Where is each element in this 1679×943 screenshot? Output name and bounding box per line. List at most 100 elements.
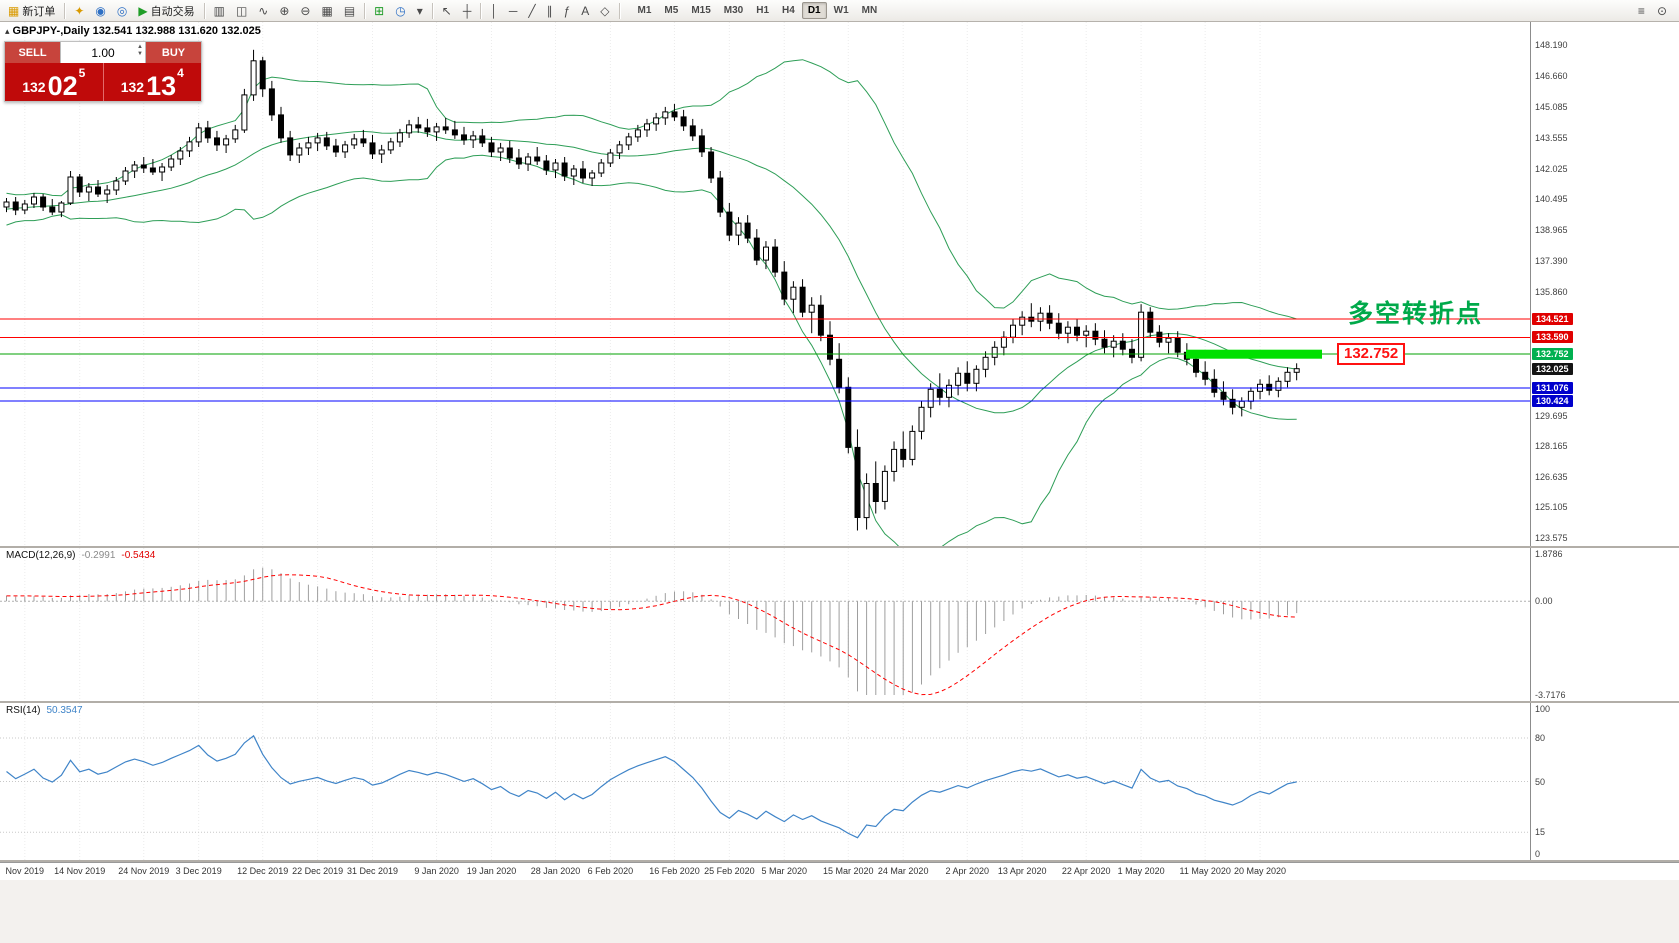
rsi-axis[interactable]: 100 80 50 15 0 [1530, 703, 1679, 860]
candle [772, 239, 779, 278]
candle [287, 130, 294, 161]
profiles-icon[interactable]: ◉ [90, 2, 110, 20]
main-chart-pane: ▴ GBPJPY-,Daily 132.541 132.988 131.620 1… [0, 22, 1679, 546]
volume-down-icon[interactable]: ▼ [137, 51, 143, 58]
crosshair-icon[interactable]: ┼ [458, 2, 477, 20]
volume-stepper[interactable]: 1.00 ▲ ▼ [60, 42, 146, 63]
timeframe-h4[interactable]: H4 [782, 5, 795, 16]
date-label: 31 Dec 2019 [346, 866, 399, 876]
toolbar-separator [364, 2, 366, 19]
chart-title: ▴ GBPJPY-,Daily 132.541 132.988 131.620 1… [5, 25, 261, 37]
rsi-canvas[interactable] [0, 703, 1530, 860]
timeframe-w1[interactable]: W1 [833, 5, 849, 16]
candle [763, 241, 769, 270]
vertical-line-icon[interactable]: │ [485, 2, 503, 20]
candle [543, 155, 550, 175]
candle [671, 103, 678, 121]
candle [1046, 305, 1053, 330]
timeframe-h1[interactable]: H1 [756, 5, 770, 16]
price-tick: 140.495 [1535, 194, 1568, 205]
shapes-tool-icon[interactable]: ◇ [595, 2, 614, 20]
toolbar-separator [480, 2, 482, 19]
sell-price[interactable]: 132 02 5 [5, 63, 104, 101]
candle [909, 425, 916, 466]
candle [845, 377, 852, 454]
line-chart-icon[interactable]: ∿ [253, 2, 273, 20]
pane-separator[interactable] [0, 860, 1679, 862]
candle [278, 106, 284, 143]
price-level-label: 132.025 [1532, 362, 1573, 375]
candle [314, 132, 321, 151]
zoom-out-icon: ⊖ [300, 3, 311, 18]
templates-icon[interactable]: ▾ [412, 2, 428, 20]
candle [268, 80, 275, 121]
timeframe-m5[interactable]: M5 [664, 5, 679, 16]
candle [1110, 335, 1117, 358]
timeframe-m30[interactable]: M30 [723, 5, 744, 16]
channel-icon[interactable]: ∥ [542, 2, 558, 20]
date-label: 22 Apr 2020 [1061, 866, 1111, 876]
candle [955, 367, 962, 396]
new-chart-icon[interactable]: ⊞ [369, 2, 389, 20]
tile-windows-icon[interactable]: ▤ [339, 2, 360, 20]
candle [598, 159, 605, 177]
trendline-icon[interactable]: ╱ [523, 2, 540, 20]
buy-button[interactable]: BUY [146, 42, 201, 63]
candle [241, 88, 248, 133]
candle [332, 138, 339, 157]
date-label: 1 May 2020 [1117, 866, 1165, 876]
candle [305, 136, 312, 155]
volume-up-icon[interactable]: ▲ [137, 44, 143, 50]
cursor-icon[interactable]: ↖ [437, 2, 457, 20]
templates-icon: ▾ [416, 3, 423, 18]
timeframe-d1[interactable]: D1 [801, 2, 827, 19]
timeframe-bar: M1 M5 M15 M30 H1 H4 D1 W1 MN [632, 2, 884, 19]
candle [1247, 387, 1254, 410]
text-tool-icon[interactable]: A [576, 2, 594, 20]
price-axis[interactable]: 148.190 146.660 145.085 143.555 142.025 140.4… [1530, 22, 1679, 546]
period-clock-icon[interactable]: ◷ [390, 2, 410, 20]
zoom-out-icon[interactable]: ⊖ [295, 2, 315, 20]
data-window-icon[interactable]: ◎ [112, 2, 132, 20]
main-chart-canvas[interactable] [0, 22, 1530, 546]
thick-level-highlight[interactable] [1186, 349, 1322, 359]
macd-canvas[interactable] [0, 548, 1530, 701]
fibonacci-icon[interactable]: ƒ [559, 2, 576, 20]
candle [589, 170, 596, 186]
date-label: 19 Jan 2020 [466, 866, 517, 876]
pane-separator[interactable] [0, 701, 1679, 703]
tile-windows-icon: ▤ [343, 3, 356, 18]
timeframe-m15[interactable]: M15 [691, 5, 711, 16]
candle [817, 295, 824, 342]
candle [1147, 307, 1154, 338]
bar-chart-icon[interactable]: ▥ [209, 2, 230, 20]
oneclick-expander-icon[interactable]: ▴ [5, 26, 10, 36]
macd-axis[interactable]: 1.8786 0.00 -3.7176 [1530, 548, 1679, 701]
rsi-title: RSI(14) 50.3547 [6, 705, 89, 716]
zoom-in-icon[interactable]: ⊕ [274, 2, 294, 20]
window-list-icon[interactable]: ≡ [1633, 2, 1650, 20]
candle [616, 140, 623, 159]
candle [872, 461, 879, 514]
timeframe-m1[interactable]: M1 [637, 5, 652, 16]
candle [131, 161, 138, 178]
new-order-button[interactable]: ▦ 新订单 [3, 2, 60, 20]
timeframe-mn[interactable]: MN [861, 5, 878, 16]
buy-price[interactable]: 132 13 4 [104, 63, 202, 101]
expert-advisors-icon: ✦ [74, 3, 85, 18]
grid-icon[interactable]: ▦ [316, 2, 337, 20]
date-label: 5 Mar 2020 [761, 866, 808, 876]
auto-trading-button[interactable]: ▶ 自动交易 [133, 2, 199, 20]
one-click-trade-panel: SELL 1.00 ▲ ▼ BUY 132 02 5 132 13 4 [4, 41, 202, 102]
candlestick-chart-icon[interactable]: ◫ [231, 2, 252, 20]
sell-button[interactable]: SELL [5, 42, 60, 63]
candle [186, 136, 193, 157]
expert-advisors-icon[interactable]: ✦ [69, 2, 89, 20]
date-label: 3 Dec 2019 [175, 866, 222, 876]
pane-separator[interactable] [0, 546, 1679, 548]
search-icon[interactable]: ⊙ [1652, 2, 1672, 20]
candle [570, 165, 577, 185]
date-axis[interactable]: Nov 2019 14 Nov 2019 24 Nov 2019 3 Dec 2019… [0, 862, 1679, 880]
candle [451, 120, 458, 139]
horizontal-line-icon[interactable]: ─ [504, 2, 523, 20]
